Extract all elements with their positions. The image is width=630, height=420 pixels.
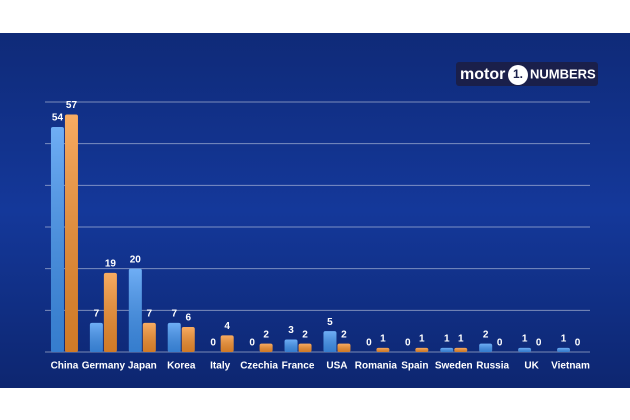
value-label: 20 (130, 254, 142, 265)
x-tick-label: Korea (167, 361, 196, 372)
bar (376, 347, 390, 352)
value-label: 1 (522, 333, 528, 344)
value-label: 0 (405, 338, 411, 349)
logo-circle (508, 65, 528, 85)
bar (298, 343, 312, 352)
bar (220, 335, 234, 352)
bar (518, 347, 532, 352)
value-label: 0 (249, 338, 255, 349)
x-tick-label: UK (524, 361, 539, 372)
value-label: 0 (575, 338, 581, 349)
bar (89, 322, 103, 352)
value-label: 1 (380, 333, 386, 344)
logo-text: 1. (513, 67, 523, 81)
bar (259, 343, 273, 352)
value-label: 19 (105, 258, 117, 269)
bar (50, 127, 64, 352)
value-label: 6 (185, 313, 191, 324)
bar (167, 322, 181, 352)
bar (128, 268, 142, 352)
value-label: 5 (327, 317, 333, 328)
bar (64, 114, 78, 352)
x-tick-label: France (282, 361, 315, 372)
bar (415, 347, 429, 352)
value-label: 3 (288, 325, 294, 336)
logo-text: motor (460, 66, 505, 83)
value-label: 2 (302, 329, 308, 340)
bar (479, 343, 493, 352)
value-label: 7 (171, 308, 177, 319)
bar (181, 327, 195, 352)
value-label: 2 (483, 329, 489, 340)
value-label: 1 (458, 333, 464, 344)
x-tick-label: USA (326, 361, 347, 372)
x-tick-label: China (51, 361, 79, 372)
bar (323, 331, 337, 352)
value-label: 1 (561, 333, 567, 344)
value-label: 0 (497, 338, 503, 349)
value-label: 0 (536, 338, 542, 349)
x-tick-label: Sweden (435, 361, 473, 372)
x-tick-label: Germany (82, 361, 126, 372)
bar (440, 347, 454, 352)
value-label: 0 (210, 338, 216, 349)
value-label: 7 (147, 308, 153, 319)
bar (142, 322, 156, 352)
x-tick-label: Vietnam (551, 361, 590, 372)
bar (103, 272, 117, 352)
x-tick-label: Russia (476, 361, 509, 372)
x-tick-label: Czechia (240, 361, 278, 372)
value-label: 7 (94, 308, 100, 319)
logo-text: NUMBERS (530, 66, 596, 81)
bar (454, 347, 468, 352)
x-tick-label: Japan (128, 361, 157, 372)
x-tick-label: Italy (210, 361, 230, 372)
bar (284, 339, 298, 352)
value-label: 1 (419, 333, 425, 344)
value-label: 2 (341, 329, 347, 340)
value-label: 4 (224, 321, 230, 332)
value-label: 0 (366, 338, 372, 349)
value-label: 1 (444, 333, 450, 344)
x-tick-label: Romania (355, 361, 398, 372)
value-label: 57 (66, 100, 78, 111)
bar (337, 343, 351, 352)
logo: motor 1. NUMBERS (456, 62, 598, 86)
value-label: 2 (263, 329, 269, 340)
bar (557, 347, 571, 352)
value-label: 54 (52, 113, 64, 124)
x-tick-label: Spain (401, 361, 428, 372)
